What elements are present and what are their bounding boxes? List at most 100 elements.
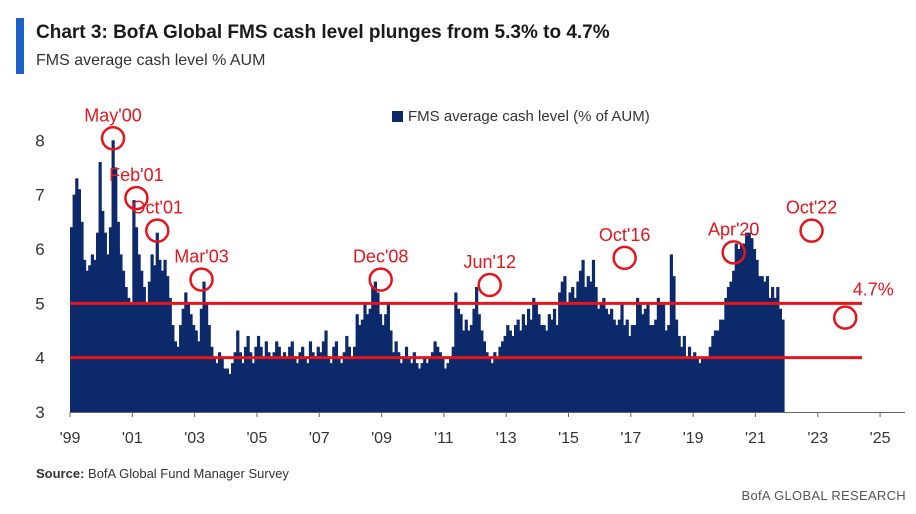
bar (636, 297, 640, 412)
bar (703, 357, 707, 412)
bar (376, 292, 380, 412)
bar (360, 319, 364, 412)
bar (651, 325, 655, 412)
bar (552, 308, 557, 412)
bar (578, 270, 583, 412)
bar (90, 254, 94, 412)
bar (472, 308, 476, 412)
bar (327, 357, 331, 412)
bar (501, 341, 505, 412)
bar (586, 276, 590, 412)
bar (641, 314, 645, 412)
bar (482, 341, 487, 412)
bar (685, 357, 689, 412)
bar (75, 178, 79, 412)
bar (402, 357, 406, 412)
bar (488, 357, 492, 412)
bar (558, 292, 562, 412)
bar (594, 287, 598, 412)
bar (719, 319, 723, 412)
bar (589, 281, 593, 412)
bar (623, 325, 627, 412)
bar (282, 352, 287, 412)
bar (194, 330, 198, 412)
bar (768, 297, 772, 412)
bar (734, 243, 738, 412)
chart-subtitle: FMS average cash level % AUM (36, 52, 266, 69)
annotation-label: Apr'20 (708, 219, 759, 239)
bar (643, 308, 647, 412)
bar (329, 363, 333, 412)
bar (168, 297, 172, 412)
bar (732, 270, 736, 412)
bar (698, 363, 702, 412)
bar (550, 319, 554, 412)
bar (532, 297, 536, 412)
bar (256, 335, 261, 412)
bar (238, 352, 242, 412)
bar (477, 314, 481, 412)
annotation-circle (100, 126, 126, 151)
bar (254, 346, 258, 412)
bar (262, 357, 266, 412)
bar (752, 248, 757, 412)
bar (739, 243, 744, 412)
bar (545, 330, 549, 412)
bar (537, 314, 541, 412)
bar (358, 325, 362, 412)
bar (765, 276, 770, 412)
bar (153, 265, 157, 412)
bar (337, 357, 341, 412)
bar (179, 325, 183, 412)
bar (467, 330, 471, 412)
bar (230, 363, 235, 412)
bar (755, 259, 759, 412)
bar (771, 287, 775, 412)
bar (353, 346, 357, 412)
bar (495, 357, 500, 412)
bar (314, 357, 318, 412)
bar (542, 325, 546, 412)
bar (334, 341, 339, 412)
bar (355, 314, 359, 412)
bar (690, 357, 694, 412)
bar (225, 368, 229, 412)
bar (630, 325, 635, 412)
bar (407, 357, 411, 412)
bar (469, 325, 474, 412)
bar (298, 352, 302, 412)
bar (132, 200, 136, 412)
bar (524, 325, 528, 412)
bar (428, 357, 432, 412)
bar (249, 352, 253, 412)
bar (88, 265, 92, 412)
bar (210, 346, 214, 412)
bar (192, 325, 196, 412)
bar (269, 357, 274, 412)
chart-legend: FMS average cash level (% of AUM) (392, 108, 650, 125)
bar (423, 357, 427, 412)
bar (677, 335, 681, 412)
bar (321, 341, 326, 412)
bar (142, 287, 146, 412)
bar (628, 335, 632, 412)
bar (70, 227, 74, 412)
annotation-label: May'00 (84, 105, 141, 125)
bar (184, 292, 188, 412)
bar (140, 270, 144, 412)
bar (202, 281, 206, 412)
bar (347, 346, 352, 412)
bar (706, 357, 710, 412)
bar (378, 314, 383, 412)
y-tick-label: 8 (35, 131, 44, 150)
bar (721, 319, 725, 412)
brand-label: BofA GLOBAL RESEARCH (741, 488, 906, 503)
bar (290, 341, 294, 412)
legend-label: FMS average cash level (% of AUM) (408, 108, 650, 125)
bar (667, 325, 671, 412)
bar (475, 287, 479, 412)
bar (176, 346, 180, 412)
bar (365, 314, 370, 412)
bar (656, 297, 660, 412)
annotations: May'00 Feb'01 Oct'01 Mar'03 Dec'08 Jun'12 Oct'… (84, 105, 894, 330)
